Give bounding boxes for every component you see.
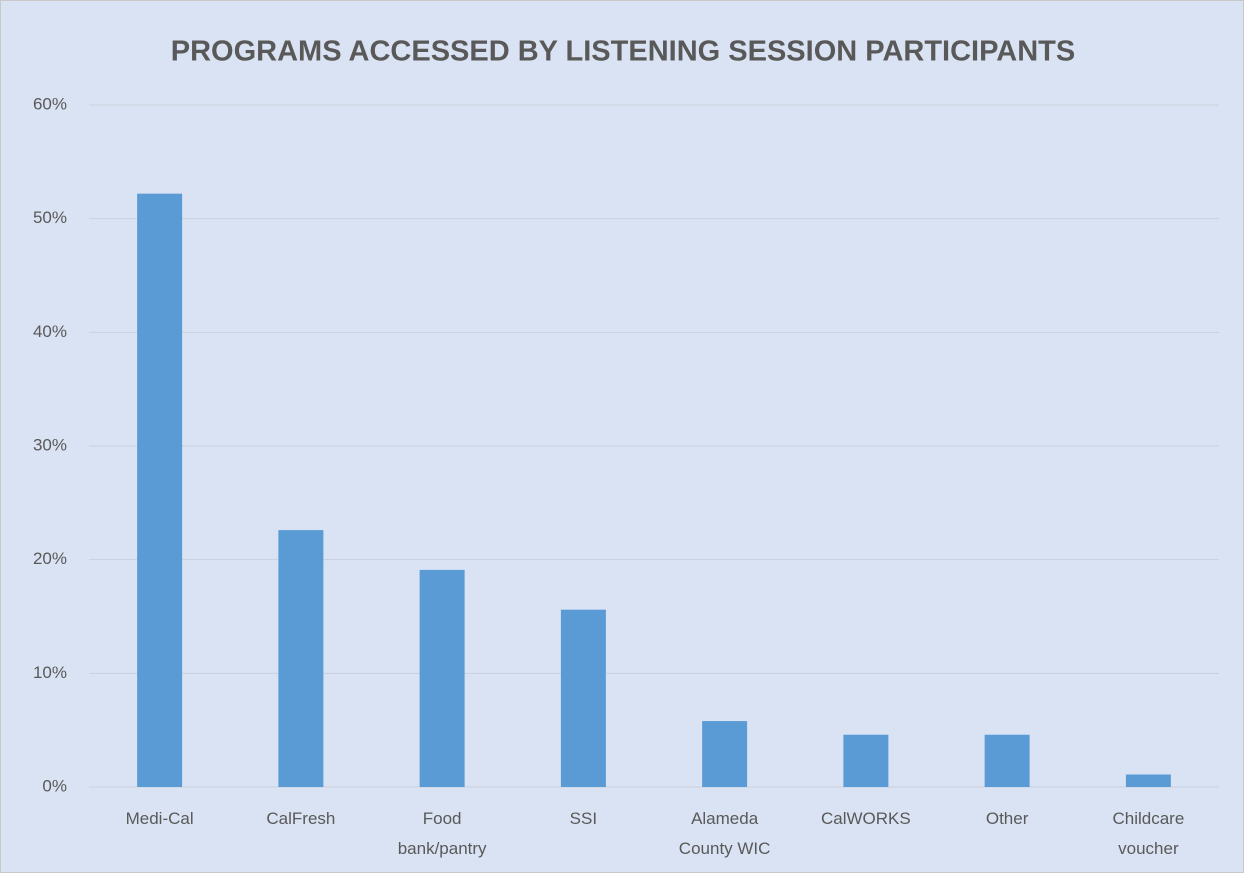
x-tick-label: SSI (569, 809, 598, 828)
bar (1125, 774, 1171, 787)
x-tick-label: Alameda County WIC (678, 809, 771, 858)
bar (843, 734, 889, 787)
chart-title: PROGRAMS ACCESSED BY LISTENING SESSION P… (171, 36, 1075, 68)
bar (419, 569, 465, 787)
bar (137, 193, 183, 787)
y-tick-label: 0% (42, 776, 67, 795)
x-tick-label: CalFresh (266, 809, 336, 828)
y-tick-label: 60% (33, 94, 67, 113)
x-tick-label: Food bank/pantry (397, 809, 487, 858)
x-tick-label: Other (985, 809, 1029, 828)
x-tick-label: Childcare voucher (1112, 809, 1185, 858)
bar (560, 609, 606, 787)
y-tick-label: 50% (33, 208, 67, 227)
bar (702, 721, 748, 787)
bar (278, 530, 324, 787)
bar (984, 734, 1030, 787)
x-tick-label: Medi-Cal (125, 809, 194, 828)
y-tick-label: 30% (33, 435, 67, 454)
y-tick-label: 40% (33, 322, 67, 341)
y-tick-label: 10% (33, 663, 67, 682)
y-tick-label: 20% (33, 549, 67, 568)
x-tick-label: CalWORKS (821, 809, 911, 828)
